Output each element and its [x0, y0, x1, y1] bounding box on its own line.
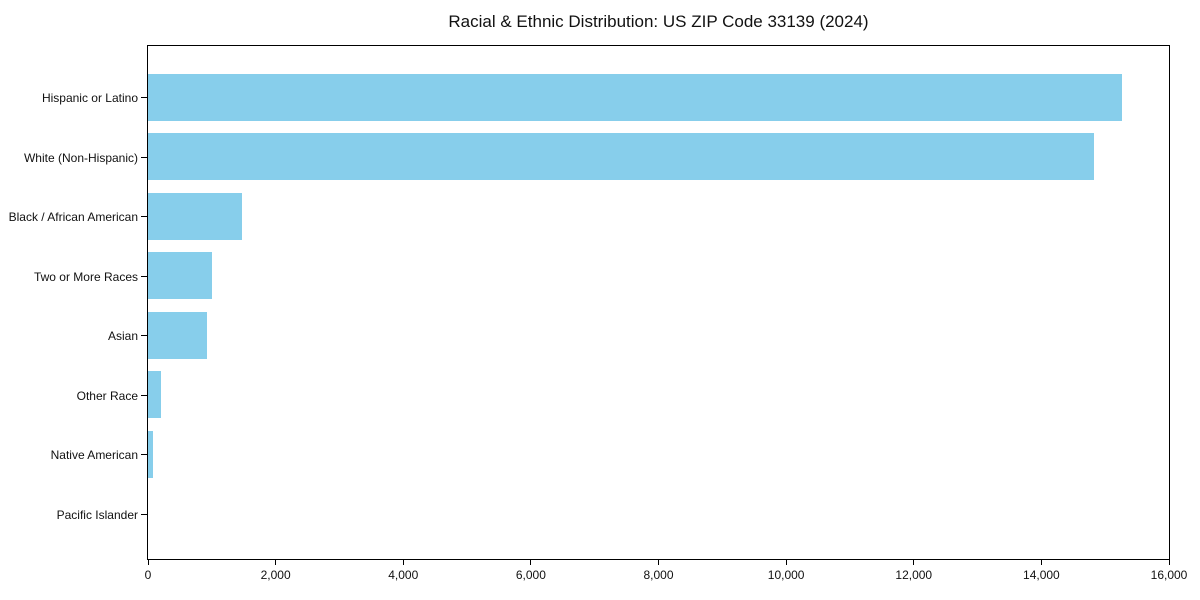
y-tick-mark — [141, 394, 147, 396]
x-tick-label: 4,000 — [388, 568, 419, 582]
y-tick-label-white-non-hispanic: White (Non-Hispanic) — [23, 150, 138, 165]
x-tick-mark — [658, 560, 659, 565]
y-tick-label-two-or-more-races: Two or More Races — [33, 269, 138, 284]
bar-black-african-american — [148, 192, 243, 240]
x-tick-label: 10,000 — [767, 568, 805, 582]
x-tick-mark — [275, 560, 277, 565]
x-tick-mark — [402, 560, 404, 565]
x-tick-label: 8,000 — [643, 568, 674, 582]
y-tick-mark — [141, 97, 147, 98]
x-tick-mark — [530, 560, 532, 565]
bar-white-non-hispanic — [148, 133, 1094, 180]
y-tick-mark — [141, 335, 147, 336]
y-tick-mark — [141, 156, 147, 158]
y-tick-label-hispanic-or-latino: Hispanic or Latino — [41, 91, 138, 105]
x-tick-mark — [913, 560, 915, 565]
bar-other-race — [148, 371, 161, 418]
y-tick-label-pacific-islander: Pacific Islander — [56, 507, 138, 522]
bar-asian — [148, 311, 208, 359]
y-tick-label-native-american: Native American — [50, 448, 138, 462]
x-tick-mark — [1040, 560, 1042, 565]
chart-title: Racial & Ethnic Distribution: US ZIP Cod… — [448, 12, 869, 31]
bar-hispanic-or-latino — [148, 73, 1123, 121]
y-tick-mark — [141, 216, 147, 217]
y-tick-label-asian: Asian — [107, 329, 138, 343]
y-tick-mark — [141, 275, 147, 277]
y-tick-mark — [141, 454, 147, 455]
x-tick-label: 12,000 — [895, 568, 933, 582]
x-tick-label: 14,000 — [1023, 568, 1060, 582]
x-tick-label: 16,000 — [1150, 568, 1188, 582]
plot-area: Hispanic or Latino White (Non-Hispanic) Bl… — [9, 45, 1187, 582]
x-tick-mark — [1168, 560, 1170, 565]
x-tick-mark — [148, 560, 149, 565]
x-tick-label: 0 — [144, 568, 152, 582]
x-tick-label: 2,000 — [260, 568, 291, 582]
x-tick-mark — [785, 560, 787, 565]
y-tick-mark — [141, 513, 147, 515]
y-tick-label-other-race: Other Race — [76, 388, 138, 403]
bar-native-american — [148, 430, 153, 478]
x-tick-label: 6,000 — [515, 568, 546, 582]
y-tick-label-black-african-american: Black / African American — [8, 210, 138, 224]
bar-two-or-more-races — [148, 252, 212, 299]
